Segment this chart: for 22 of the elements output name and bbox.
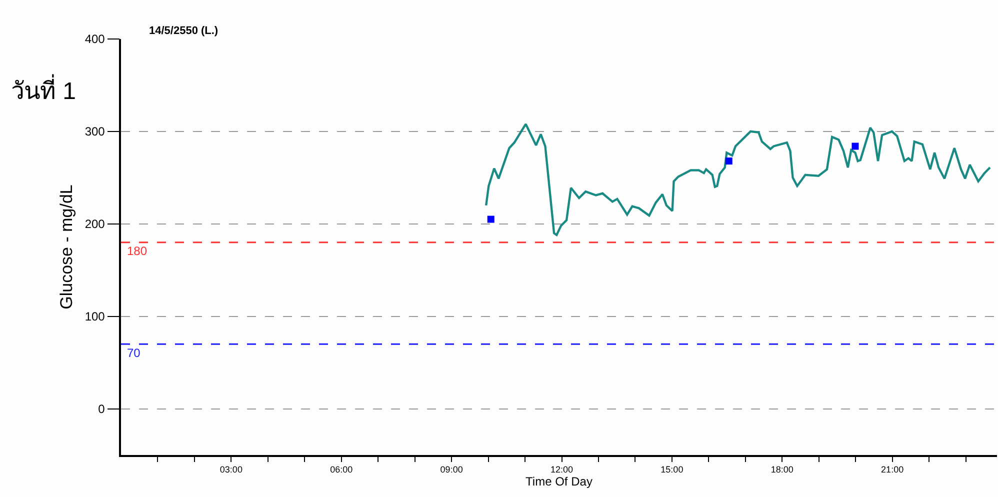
- x-tick-label: 03:00: [220, 464, 242, 475]
- x-tick-label: 21:00: [881, 464, 904, 475]
- point: [725, 158, 732, 165]
- y-tick-label: 0: [98, 402, 106, 416]
- x-tick-label: 12:00: [550, 464, 574, 475]
- y-tick-label: 100: [84, 310, 106, 324]
- line-series: [484, 122, 992, 236]
- y-tick-label: 300: [84, 124, 106, 139]
- y-axis-title: Glucose - mg/dL: [56, 184, 76, 310]
- y-tick-label: 400: [84, 32, 106, 46]
- x-tick-label: 09:00: [440, 464, 463, 475]
- x-axis-title: Time Of Day: [526, 474, 592, 489]
- ref-line-label: 70: [127, 346, 141, 360]
- y-tick-label: 200: [84, 217, 106, 232]
- x-tick-label: 15:00: [660, 464, 684, 475]
- point: [487, 216, 494, 223]
- x-tick-label: 06:00: [330, 464, 353, 475]
- ref-line-label: 180: [127, 244, 148, 258]
- point: [852, 142, 859, 150]
- text: วันที่ 1: [11, 74, 76, 105]
- x-tick-label: 18:00: [770, 464, 794, 475]
- chart-title: 14/5/2550 (L.): [149, 25, 218, 37]
